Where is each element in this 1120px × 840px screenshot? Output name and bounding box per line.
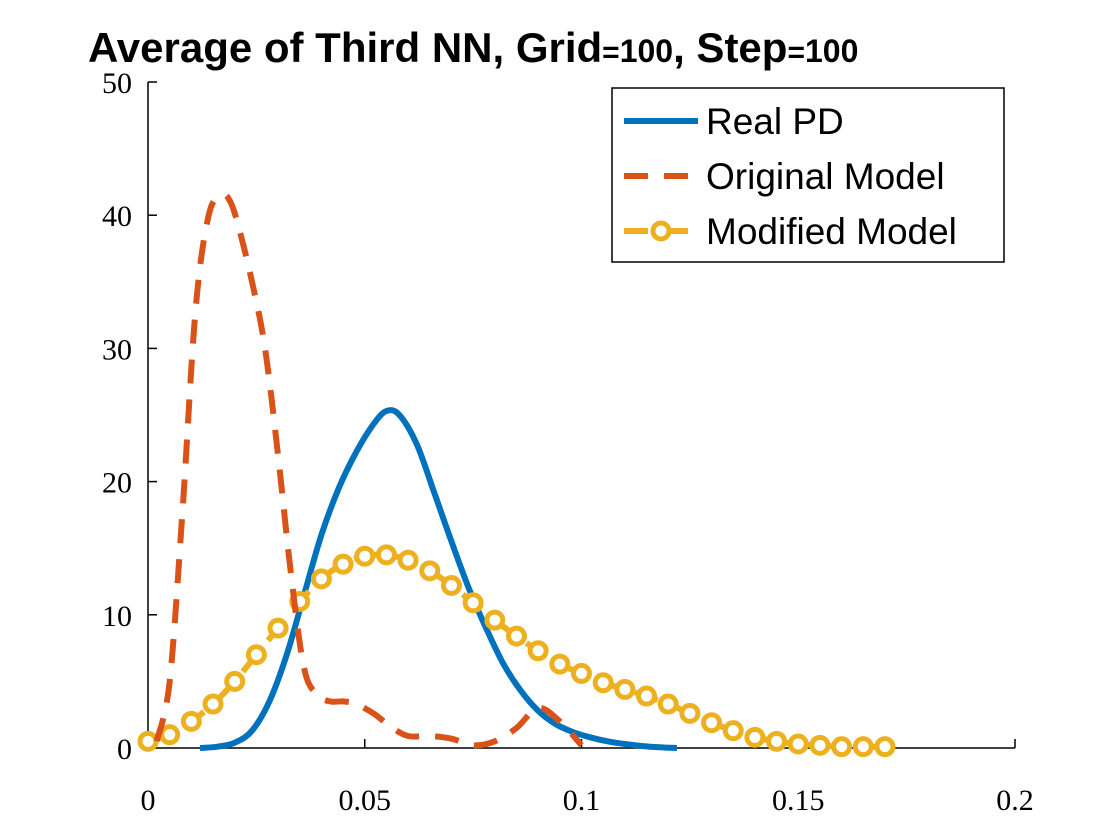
data-point-modified-model <box>614 678 636 700</box>
data-point-modified-model <box>180 710 202 732</box>
y-tick-label: 0 <box>117 733 132 766</box>
axes: 0 0.05 0.1 0.15 0.2 0 10 20 30 40 50 <box>102 67 1034 817</box>
data-point-modified-model <box>874 736 896 758</box>
data-point-modified-model <box>245 644 267 666</box>
legend-label-original-model: Original Model <box>706 156 945 197</box>
data-point-modified-model <box>657 693 679 715</box>
data-point-modified-model <box>852 736 874 758</box>
x-tick-label: 0 <box>141 784 156 817</box>
data-point-modified-model <box>549 653 571 675</box>
data-point-modified-model <box>701 712 723 734</box>
data-point-modified-model <box>787 733 809 755</box>
data-point-modified-model <box>440 574 462 596</box>
x-tick-label: 0.2 <box>996 784 1034 817</box>
y-tick-label: 40 <box>102 200 132 233</box>
y-tick-label: 30 <box>102 333 132 366</box>
data-point-modified-model <box>722 720 744 742</box>
x-tick-label: 0.05 <box>339 784 392 817</box>
x-tick-label: 0.1 <box>563 784 601 817</box>
data-point-modified-model <box>636 685 658 707</box>
data-point-modified-model <box>571 662 592 684</box>
data-point-modified-model <box>592 672 614 694</box>
x-tick-label: 0.15 <box>772 784 825 817</box>
legend-marker-modified-model <box>650 220 672 242</box>
data-point-modified-model <box>224 670 246 692</box>
data-point-modified-model <box>137 730 159 752</box>
data-point-modified-model <box>375 544 397 566</box>
data-point-modified-model <box>766 730 788 752</box>
y-tick-label: 50 <box>102 67 132 100</box>
data-point-modified-model <box>484 609 506 631</box>
legend-label-modified-model: Modified Model <box>706 211 957 252</box>
data-point-modified-model <box>354 545 376 567</box>
data-point-modified-model <box>332 553 354 575</box>
y-tick-label: 10 <box>102 600 132 633</box>
data-point-modified-model <box>831 736 853 758</box>
chart-title: Average of Third NN, Grid=100, Step=100 <box>88 24 858 71</box>
data-point-modified-model <box>462 592 484 614</box>
legend-label-real-pd: Real PD <box>706 101 844 142</box>
data-point-modified-model <box>744 726 766 748</box>
legend: Real PD Original Model Modified Model <box>611 87 1005 263</box>
data-point-modified-model <box>527 640 549 662</box>
data-point-modified-model <box>505 625 527 647</box>
data-point-modified-model <box>679 702 701 724</box>
series-line-real-pd <box>199 407 678 751</box>
y-tick-label: 20 <box>102 467 132 500</box>
data-point-modified-model <box>159 724 181 746</box>
data-point-modified-model <box>267 617 289 639</box>
series-layer <box>137 191 896 758</box>
data-point-modified-model <box>397 549 419 571</box>
data-point-modified-model <box>419 560 441 582</box>
data-point-modified-model <box>809 734 831 756</box>
data-point-modified-model <box>202 693 224 715</box>
series-line-original-model <box>153 191 584 749</box>
data-point-modified-model <box>310 568 332 590</box>
